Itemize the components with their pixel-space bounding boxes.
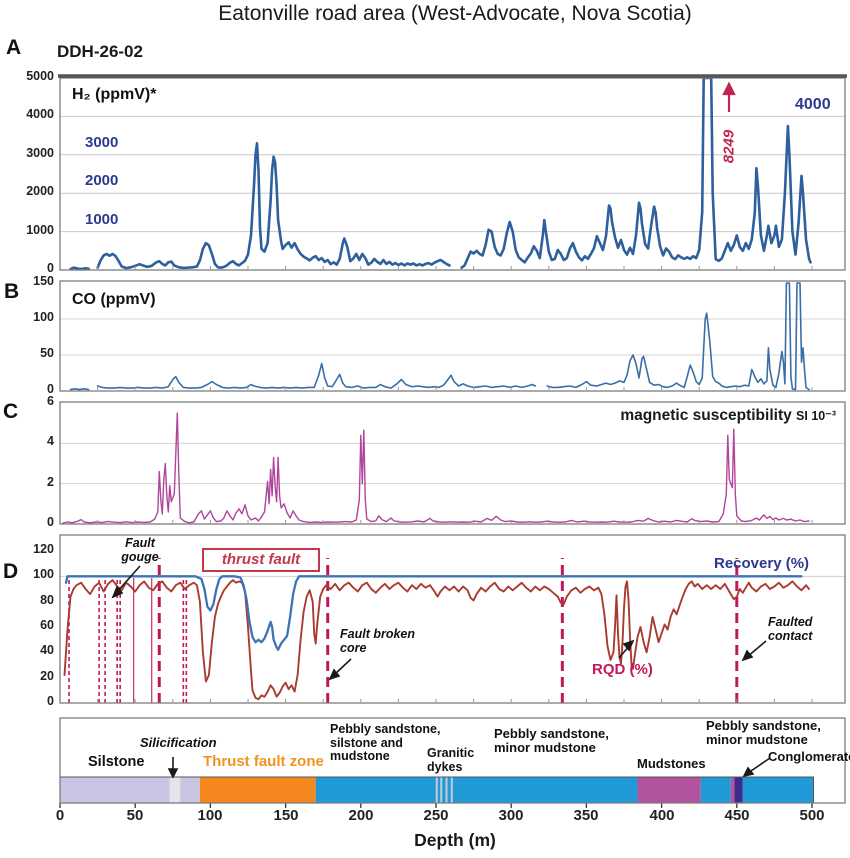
panel-borders — [59, 77, 846, 804]
panel-b-letter: B — [4, 280, 20, 303]
pebbly1-line2: silstone and — [330, 735, 403, 750]
lithology-label-pebbly-2: Pebbly sandstone, minor mudstone — [494, 727, 609, 754]
co-panel-title: CO (ppmV) — [72, 291, 156, 308]
core-ytick: 20 — [40, 669, 54, 683]
h2-ytick: 0 — [47, 261, 54, 275]
h2-panel-title: H₂ (ppmV)* — [72, 86, 157, 103]
co-ytick: 150 — [33, 274, 54, 288]
drillhole-id: DDH-26-02 — [57, 42, 143, 61]
fault-gouge-annotation: Fault gouge — [103, 536, 177, 564]
h2-ytick: 1000 — [26, 223, 54, 237]
xtick-450: 450 — [724, 807, 750, 824]
annotation-arrows — [111, 565, 771, 779]
dykes-line2: dykes — [427, 759, 463, 774]
core-ytick: 60 — [40, 618, 54, 632]
fault-broken-line1: Fault broken — [340, 627, 416, 641]
core-ytick: 120 — [33, 542, 54, 556]
xtick-150: 150 — [273, 807, 299, 824]
lithology-label-silicification: Silicification — [140, 735, 217, 750]
h2-inner-label-1000: 1000 — [85, 211, 119, 228]
fault-broken-line2: core — [340, 641, 367, 655]
magsus-ytick: 4 — [47, 434, 54, 448]
recovery-legend-label: Recovery (%) — [714, 555, 810, 572]
lithology-label-siltstone: Silstone — [88, 754, 145, 770]
pebbly1-line1: Pebbly sandstone, — [330, 722, 441, 736]
xtick-0: 0 — [55, 807, 65, 824]
pebbly2-line1: Pebbly sandstone, — [494, 726, 609, 741]
pebbly1-line3: mudstone — [330, 749, 390, 763]
lithology-label-thrust-fault-zone: Thrust fault zone — [203, 753, 324, 770]
h2-inner-label-4000: 4000 — [795, 96, 831, 113]
h2-ytick: 5000 — [26, 69, 54, 83]
magsus-unit: SI 10⁻³ — [796, 409, 836, 423]
magsus-ytick: 0 — [47, 515, 54, 529]
xtick-400: 400 — [649, 807, 675, 824]
co-ytick: 0 — [47, 382, 54, 396]
core-ytick: 40 — [40, 643, 54, 657]
panel-c-letter: C — [3, 400, 19, 423]
xtick-200: 200 — [348, 807, 374, 824]
h2-ytick: 3000 — [26, 146, 54, 160]
fault-gouge-line1: Fault — [125, 536, 155, 550]
pebbly3-line2: minor mudstone — [706, 731, 808, 747]
xaxis-title: Depth (m) — [414, 830, 496, 850]
lithology-label-granitic-dykes: Granitic dykes — [427, 746, 475, 774]
core-ytick: 100 — [33, 567, 54, 581]
co-ytick: 50 — [40, 346, 54, 360]
core-ytick: 0 — [47, 694, 54, 708]
panel-d-letter: D — [3, 560, 19, 583]
peak-8249-arrow — [722, 81, 736, 112]
xtick-100: 100 — [197, 807, 223, 824]
h2-inner-label-2000: 2000 — [85, 172, 119, 189]
lithology-label-mudstones: Mudstones — [637, 756, 706, 771]
h2-peak-value: 8249 — [720, 129, 738, 164]
magsus-ytick: 2 — [47, 475, 54, 489]
lithology-label-pebbly-1: Pebbly sandstone, silstone and mudstone — [330, 722, 441, 764]
fault-gouge-arrow — [116, 565, 141, 593]
xtick-50: 50 — [126, 807, 144, 824]
co-ytick: 100 — [33, 310, 54, 324]
dykes-line1: Granitic — [427, 746, 475, 760]
faulted-contact-line2: contact — [768, 629, 813, 643]
xtick-300: 300 — [498, 807, 524, 824]
faulted-contact-line1: Faulted — [768, 615, 813, 629]
pebbly2-line2: minor mudstone — [494, 739, 596, 755]
core-ytick: 80 — [40, 593, 54, 607]
fault-gouge-line2: gouge — [121, 550, 159, 564]
xtick-350: 350 — [573, 807, 599, 824]
thrust-fault-label-box: thrust fault — [202, 548, 320, 572]
panel-a-letter: A — [6, 36, 22, 59]
xtick-500: 500 — [799, 807, 825, 824]
fault-broken-core-annotation: Fault broken core — [340, 627, 415, 655]
h2-ytick: 2000 — [26, 184, 54, 198]
figure-title: Eatonville road area (West-Advocate, Nov… — [218, 2, 692, 25]
h2-ytick: 4000 — [26, 107, 54, 121]
pebbly3-line1: Pebbly sandstone, — [706, 718, 821, 733]
lithology-label-pebbly-3: Pebbly sandstone, minor mudstone — [706, 719, 821, 746]
h2-inner-label-3000: 3000 — [85, 134, 119, 151]
magsus-ytick: 6 — [47, 394, 54, 408]
magsus-title-text: magnetic susceptibility — [620, 407, 792, 424]
faulted-contact-annotation: Faulted contact — [768, 615, 812, 643]
lithology-label-conglomerate: Conglomerate — [768, 749, 850, 764]
xtick-250: 250 — [423, 807, 449, 824]
conglomerate-arrow — [747, 757, 771, 774]
magsus-panel-title: magnetic susceptibility SI 10⁻³ — [620, 407, 836, 425]
rqd-legend-label: RQD (%) — [592, 661, 653, 678]
